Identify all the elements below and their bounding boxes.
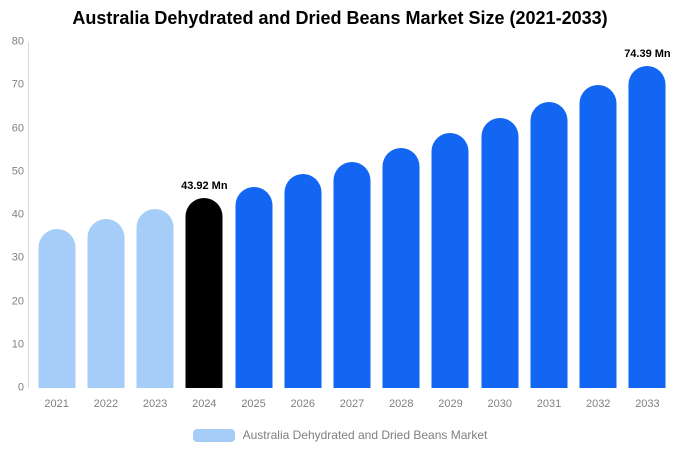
bar-column-2025: 2025 <box>229 42 278 410</box>
bar-2028 <box>382 147 420 388</box>
y-tick-label: 50 <box>11 165 24 178</box>
bar-column-2023: 2023 <box>130 42 179 410</box>
bar-2033 <box>628 66 666 388</box>
bar-value-label: 74.39 Mn <box>624 48 671 61</box>
plot-wrap: 0 10 20 30 40 50 60 70 80 2021 2022 2023 2024 43.92 … <box>0 36 680 410</box>
bar-2032 <box>579 84 617 388</box>
y-tick-label: 20 <box>11 295 24 307</box>
bar-2021 <box>38 228 76 388</box>
bar-column-2031: 2031 <box>524 42 573 410</box>
bar-column-2030: 2030 <box>475 42 524 410</box>
bar-2023 <box>136 208 174 388</box>
bar-column-2022: 2022 <box>81 42 130 410</box>
bar-2026 <box>284 174 322 388</box>
bar-column-2028: 2028 <box>377 42 426 410</box>
bar-2030 <box>481 118 519 388</box>
bar-column-2033: 2033 74.39 Mn <box>623 42 672 410</box>
x-tick-label: 2029 <box>438 398 463 410</box>
x-tick-label: 2026 <box>290 398 316 410</box>
y-axis: 0 10 20 30 40 50 60 70 80 <box>0 36 26 393</box>
bar-column-2026: 2026 <box>278 42 327 410</box>
y-tick-label: 0 <box>17 381 24 394</box>
y-tick-label: 30 <box>11 251 24 264</box>
x-tick-label: 2032 <box>585 398 611 410</box>
x-tick-label: 2023 <box>142 398 168 410</box>
bar-column-2027: 2027 <box>327 42 376 410</box>
chart-title: Australia Dehydrated and Dried Beans Mar… <box>72 8 608 28</box>
legend-swatch <box>192 428 235 442</box>
x-tick-label: 2033 <box>635 398 660 410</box>
x-tick-label: 2022 <box>93 398 119 410</box>
bar-column-2032: 2032 <box>574 42 623 410</box>
y-tick-label: 10 <box>11 338 24 351</box>
bar-2025 <box>235 186 273 388</box>
bar-column-2024: 2024 43.92 Mn <box>180 42 229 410</box>
y-tick-label: 60 <box>11 122 24 134</box>
bar-2027 <box>333 161 371 388</box>
y-axis-line <box>28 42 29 388</box>
y-tick-label: 70 <box>11 78 24 91</box>
x-tick-label: 2024 <box>192 398 217 410</box>
legend: Australia Dehydrated and Dried Beans Mar… <box>0 428 680 442</box>
bar-column-2021: 2021 <box>32 42 81 410</box>
bar-2022 <box>87 219 125 388</box>
y-tick-label: 80 <box>11 35 24 48</box>
x-tick-label: 2025 <box>241 398 266 410</box>
bar-2031 <box>530 101 568 388</box>
x-tick-label: 2031 <box>536 398 562 410</box>
x-tick-label: 2028 <box>389 398 414 410</box>
y-tick-label: 40 <box>11 208 24 221</box>
bar-2029 <box>431 133 469 388</box>
legend-label: Australia Dehydrated and Dried Beans Mar… <box>242 428 488 442</box>
plot-area: 2021 2022 2023 2024 43.92 Mn 2025 2026 2027 2028… <box>32 42 672 410</box>
bar-column-2029: 2029 <box>426 42 475 410</box>
x-tick-label: 2021 <box>44 398 69 410</box>
x-tick-label: 2030 <box>487 398 512 410</box>
bar-value-label: 43.92 Mn <box>181 180 228 193</box>
x-tick-label: 2027 <box>339 398 365 410</box>
bar-2024 <box>185 198 223 388</box>
